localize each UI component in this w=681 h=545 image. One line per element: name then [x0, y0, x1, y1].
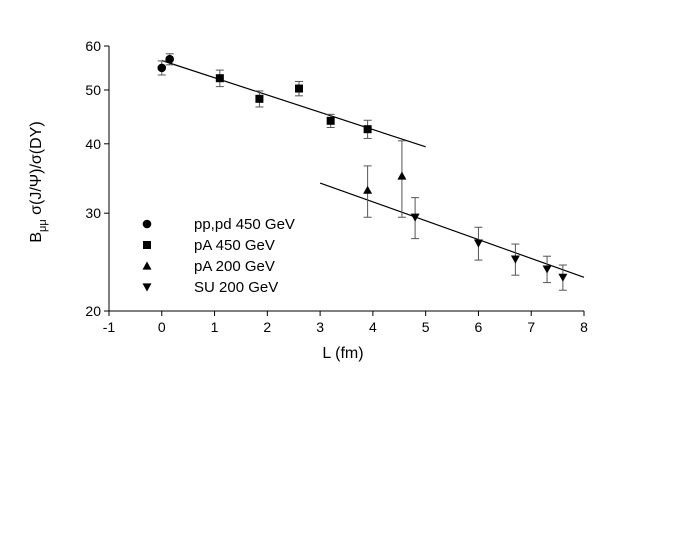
- data-point: [165, 53, 174, 66]
- point-marker: [157, 63, 167, 73]
- legend-label: pA 200 GeV: [194, 258, 275, 275]
- legend-marker: [142, 261, 152, 270]
- point-marker: [410, 213, 420, 222]
- fit-line: [319, 182, 585, 278]
- data-point: [157, 60, 167, 76]
- point-marker: [363, 185, 373, 194]
- legend-item: SU 200 GeV: [142, 279, 278, 296]
- fit-line: [161, 59, 426, 148]
- point-marker: [255, 94, 264, 103]
- legend-marker: [142, 219, 152, 229]
- data-point: [397, 140, 407, 218]
- x-ticks: -1 0 1 2 3 4 5 6 7 8: [103, 311, 588, 335]
- data-point: [542, 255, 552, 284]
- data-point: [410, 197, 420, 240]
- x-tick-label: 6: [475, 319, 483, 335]
- legend-marker: [142, 283, 152, 292]
- legend-item: pA 200 GeV: [142, 258, 275, 275]
- y-tick-label: 50: [85, 82, 101, 98]
- data-point: [363, 165, 373, 218]
- legend: pp,pd 450 GeV pA 450 GeV pA 200 GeV SU 200 …: [142, 216, 295, 296]
- point-marker: [326, 116, 335, 125]
- legend-marker: [143, 241, 151, 249]
- data-point: [326, 113, 335, 128]
- x-tick-label: 8: [580, 319, 588, 335]
- data-point: [363, 119, 372, 139]
- y-tick-label: 60: [85, 38, 101, 54]
- point-marker: [165, 54, 174, 64]
- point-marker: [473, 239, 483, 248]
- data-point: [255, 90, 264, 108]
- data-point: [510, 243, 520, 276]
- legend-label: SU 200 GeV: [194, 279, 278, 296]
- y-axis-title-rest: σ(J/Ψ)/σ(DY): [28, 121, 45, 219]
- point-marker: [215, 74, 224, 83]
- point-marker: [542, 265, 552, 274]
- y-ticks: 20 30 40 50 60: [85, 38, 109, 319]
- data-point: [215, 69, 224, 88]
- x-tick-label: 7: [527, 319, 535, 335]
- point-marker: [363, 125, 372, 134]
- y-axis-title-sub: μμ: [37, 219, 49, 232]
- fit-lines: [161, 59, 585, 278]
- legend-label: pA 450 GeV: [194, 237, 275, 254]
- point-marker: [558, 273, 568, 282]
- legend-label: pp,pd 450 GeV: [194, 216, 295, 233]
- y-tick-label: 30: [85, 205, 101, 221]
- point-marker: [295, 84, 303, 93]
- legend-item: pp,pd 450 GeV: [142, 216, 295, 233]
- data-points: [157, 53, 568, 291]
- x-axis-title: L (fm): [322, 345, 363, 362]
- x-tick-label: 5: [422, 319, 430, 335]
- y-tick-label: 20: [85, 303, 101, 319]
- x-tick-label: 2: [263, 319, 271, 335]
- y-tick-label: 40: [85, 136, 101, 152]
- x-tick-label: 3: [316, 319, 324, 335]
- x-tick-label: 1: [211, 319, 219, 335]
- data-point: [473, 226, 483, 261]
- y-axis-title: Bμμ σ(J/Ψ)/σ(DY): [28, 121, 49, 242]
- x-tick-label: 0: [158, 319, 166, 335]
- data-point: [558, 264, 568, 291]
- x-tick-label: -1: [103, 319, 116, 335]
- legend-item: pA 450 GeV: [143, 237, 275, 254]
- y-axis-title-main: B: [28, 232, 45, 243]
- point-marker: [397, 171, 407, 180]
- point-marker: [510, 255, 520, 264]
- x-tick-label: 4: [369, 319, 377, 335]
- plot-area: -1 0 1 2 3 4 5 6 7 8 20 30 40 50 60: [85, 38, 588, 335]
- data-point: [295, 80, 303, 97]
